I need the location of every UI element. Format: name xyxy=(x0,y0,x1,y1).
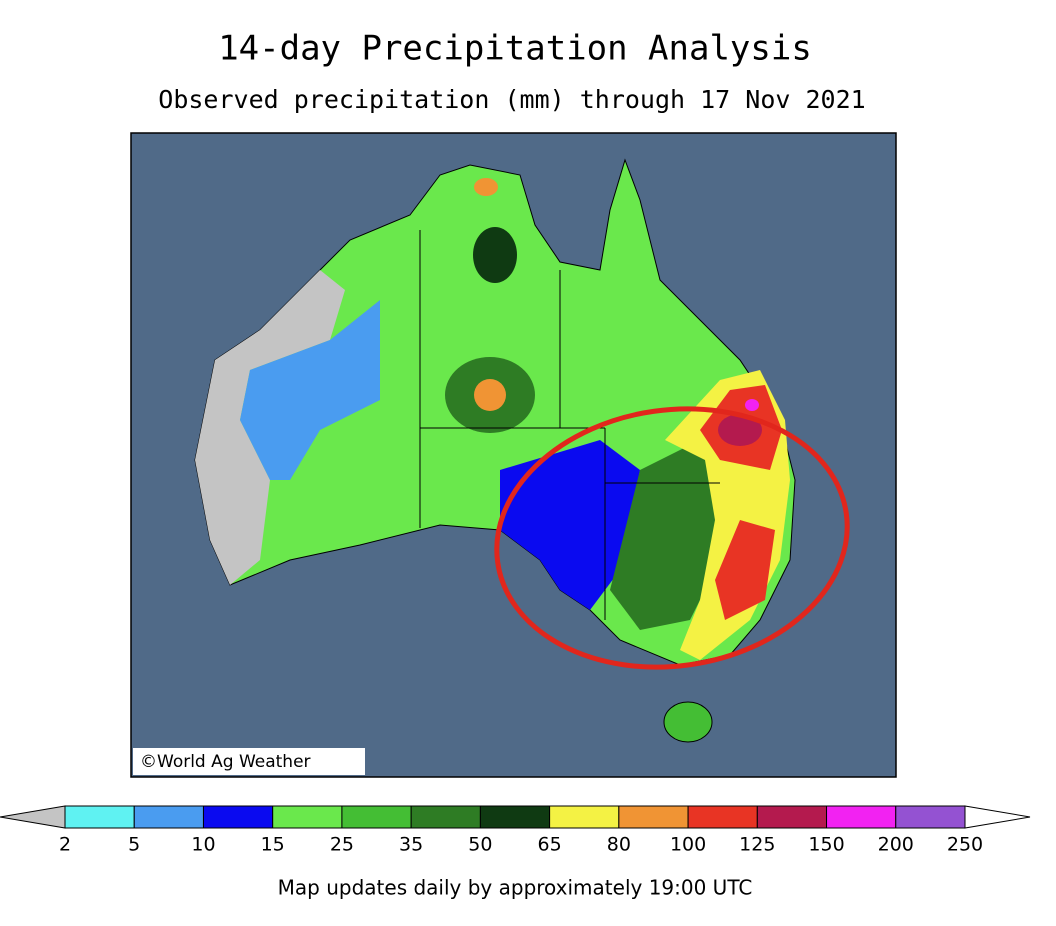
map: ©World Ag Weather xyxy=(130,132,897,778)
legend-tick-label: 100 xyxy=(670,834,706,856)
color-box xyxy=(410,805,481,829)
footer: Map updates daily by approximately 19:00… xyxy=(278,876,753,900)
tasmania xyxy=(663,701,713,743)
credit-box xyxy=(133,748,365,775)
legend-tick-label: 200 xyxy=(878,834,914,856)
highlight-ellipse xyxy=(494,406,850,670)
extreme-rain xyxy=(745,399,759,411)
legend-tick-label: 125 xyxy=(739,834,775,856)
title: 14-day Precipitation Analysis xyxy=(218,29,812,69)
legend-tick-label: 65 xyxy=(538,834,562,856)
over-arrow xyxy=(964,805,1031,829)
extreme-rain xyxy=(718,414,762,446)
color-box xyxy=(272,805,343,829)
legend-tick-label: 35 xyxy=(399,834,423,856)
color-box xyxy=(756,805,828,829)
legend-tick-label: 80 xyxy=(607,834,631,856)
legend-tick-label: 2 xyxy=(59,834,71,856)
color-box xyxy=(687,805,758,829)
legend-tick-label: 250 xyxy=(947,834,983,856)
color-box xyxy=(64,805,135,829)
color-box xyxy=(341,805,412,829)
legend-tick-label: 15 xyxy=(261,834,285,856)
color-box xyxy=(895,805,966,829)
color-box xyxy=(202,805,274,829)
legend-tick-label: 5 xyxy=(128,834,140,856)
dry-area xyxy=(195,270,345,585)
orange-blob xyxy=(474,178,498,196)
state-borders xyxy=(419,230,720,620)
low-rain-band xyxy=(240,300,380,480)
legend-tick-label: 10 xyxy=(191,834,215,856)
color-box xyxy=(549,805,620,829)
color-box xyxy=(826,805,897,829)
credit: ©World Ag Weather xyxy=(140,752,311,772)
color-box xyxy=(133,805,204,829)
color-box xyxy=(479,805,551,829)
dark-blob xyxy=(473,227,517,283)
dark-green-zone xyxy=(610,440,730,630)
legend-tick-label: 25 xyxy=(330,834,354,856)
legend: 2 5 10 15 25 35 50 65 80 100 125 150 200 250 xyxy=(0,805,1031,856)
color-box xyxy=(618,805,689,829)
under-arrow xyxy=(0,805,66,829)
orange-blob xyxy=(474,379,506,411)
legend-tick-label: 50 xyxy=(468,834,492,856)
legend-tick-label: 150 xyxy=(808,834,844,856)
very-heavy-rain xyxy=(700,385,782,620)
subtitle: Observed precipitation (mm) through 17 N… xyxy=(158,85,865,114)
